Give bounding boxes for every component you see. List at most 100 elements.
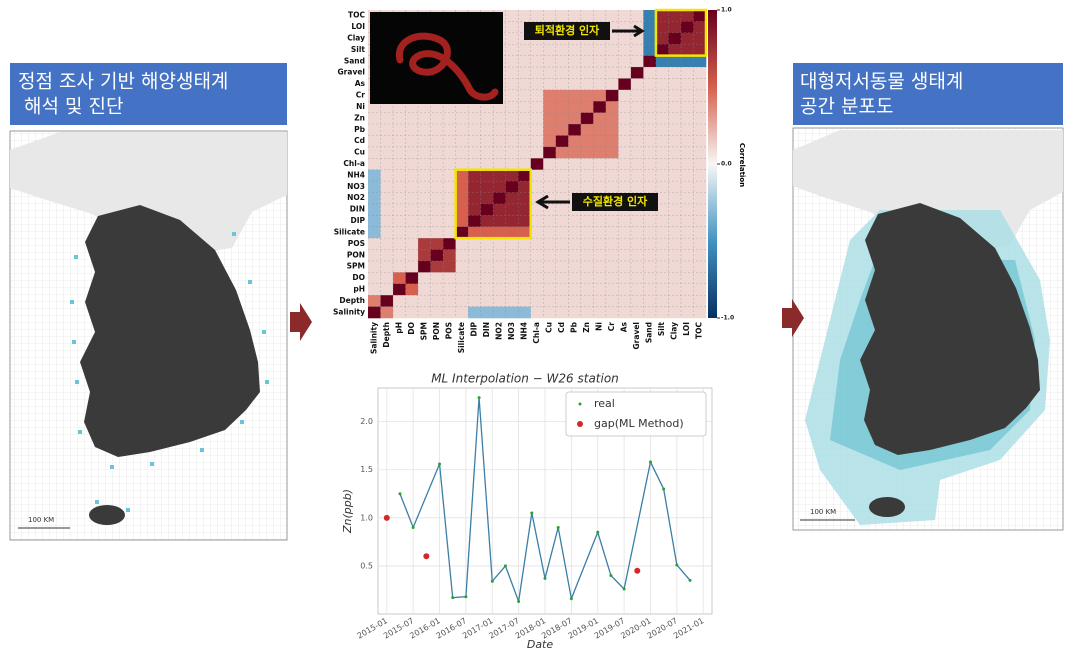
- heatmap-cell: [468, 158, 481, 170]
- heatmap-cell: [556, 101, 569, 113]
- heatmap-cell: [393, 215, 406, 227]
- heatmap-cell: [418, 250, 431, 262]
- heatmap-cell: [443, 147, 456, 159]
- heatmap-cell: [506, 238, 519, 250]
- heatmap-cell: [431, 250, 444, 262]
- heatmap-cell: [443, 204, 456, 216]
- heatmap-cell: [393, 284, 406, 296]
- heatmap-cell: [381, 295, 394, 307]
- heatmap-cell: [581, 307, 594, 319]
- colorbar-tick-label: -1.0: [721, 315, 734, 322]
- y-tick-label: 0.5: [360, 561, 373, 570]
- heatmap-cell: [368, 215, 381, 227]
- heatmap-cell: [631, 10, 644, 22]
- heatmap-cell: [468, 135, 481, 147]
- heatmap-cell: [431, 272, 444, 284]
- heatmap-cell: [393, 227, 406, 239]
- y-tick-label: NH4: [347, 170, 365, 179]
- heatmap-cell: [481, 204, 494, 216]
- heatmap-cell: [431, 238, 444, 250]
- heatmap-cell: [618, 261, 631, 273]
- heatmap-cell: [581, 170, 594, 182]
- heatmap-cell: [643, 101, 656, 113]
- heatmap-cell: [593, 158, 606, 170]
- y-tick-label: DIN: [350, 205, 365, 214]
- heatmap-cell: [556, 227, 569, 239]
- heatmap-cell: [668, 124, 681, 136]
- heatmap-cell: [506, 307, 519, 319]
- heatmap-cell: [418, 227, 431, 239]
- heatmap-cell: [518, 284, 531, 296]
- heatmap-cell: [518, 135, 531, 147]
- heatmap-cell: [381, 113, 394, 125]
- heatmap-cell: [606, 44, 619, 56]
- heatmap-cell: [431, 307, 444, 319]
- x-tick-label: TOC: [695, 322, 704, 339]
- heatmap-cell: [681, 238, 694, 250]
- heatmap-cell: [493, 204, 506, 216]
- heatmap-cell: [581, 295, 594, 307]
- heatmap-cell: [506, 215, 519, 227]
- heatmap-cell: [431, 295, 444, 307]
- heatmap-cell: [543, 284, 556, 296]
- heatmap-cell: [381, 147, 394, 159]
- heatmap-cell: [568, 67, 581, 79]
- chart-title: ML Interpolation − W26 station: [431, 372, 619, 386]
- y-tick-label: Zn: [354, 113, 365, 122]
- heatmap-cell: [656, 135, 669, 147]
- heatmap-cell: [556, 67, 569, 79]
- heatmap-cell: [456, 147, 469, 159]
- heatmap-cell: [518, 181, 531, 193]
- data-point: [412, 526, 415, 529]
- heatmap-cell: [556, 124, 569, 136]
- heatmap-cell: [568, 227, 581, 239]
- y-tick-label: Silt: [351, 45, 366, 54]
- heatmap-cell: [543, 250, 556, 262]
- heatmap-cell: [543, 238, 556, 250]
- heatmap-cell: [643, 295, 656, 307]
- heatmap-cell: [518, 113, 531, 125]
- heatmap-cell: [468, 295, 481, 307]
- heatmap-cell: [493, 170, 506, 182]
- x-tick-label: Depth: [382, 322, 391, 348]
- heatmap-cell: [468, 307, 481, 319]
- data-point: [438, 462, 441, 465]
- heatmap-cell: [406, 238, 419, 250]
- data-point: [544, 577, 547, 580]
- heatmap-cell: [543, 215, 556, 227]
- legend-marker: [577, 421, 583, 427]
- x-tick-label: SPM: [419, 322, 428, 340]
- heatmap-cell: [581, 158, 594, 170]
- x-tick-label: Cu: [545, 322, 554, 333]
- heatmap-cell: [668, 204, 681, 216]
- heatmap-cell: [406, 193, 419, 205]
- y-tick-label: 1.0: [360, 513, 373, 522]
- heatmap-cell: [581, 113, 594, 125]
- heatmap-cell: [643, 56, 656, 68]
- heatmap-cell: [418, 170, 431, 182]
- x-tick-label: PON: [432, 322, 441, 340]
- data-point: [689, 579, 692, 582]
- heatmap-cell: [381, 158, 394, 170]
- heatmap-cell: [681, 56, 694, 68]
- heatmap-cell: [531, 10, 544, 22]
- heatmap-cell: [656, 181, 669, 193]
- heatmap-cell: [381, 227, 394, 239]
- heatmap-cell: [543, 295, 556, 307]
- heatmap-cell: [581, 44, 594, 56]
- heatmap-cell: [506, 78, 519, 90]
- scale-label: 100 KM: [810, 508, 836, 516]
- x-tick-label: DO: [407, 322, 416, 335]
- heatmap-cell: [556, 181, 569, 193]
- heatmap-cell: [556, 295, 569, 307]
- heatmap-cell: [406, 227, 419, 239]
- annotation: 수질환경 인자: [583, 194, 648, 208]
- heatmap-cell: [393, 158, 406, 170]
- heatmap-cell: [531, 56, 544, 68]
- heatmap-cell: [593, 181, 606, 193]
- heatmap-cell: [443, 307, 456, 319]
- heatmap-cell: [693, 238, 706, 250]
- heatmap-cell: [506, 113, 519, 125]
- heatmap-cell: [606, 67, 619, 79]
- heatmap-cell: [531, 101, 544, 113]
